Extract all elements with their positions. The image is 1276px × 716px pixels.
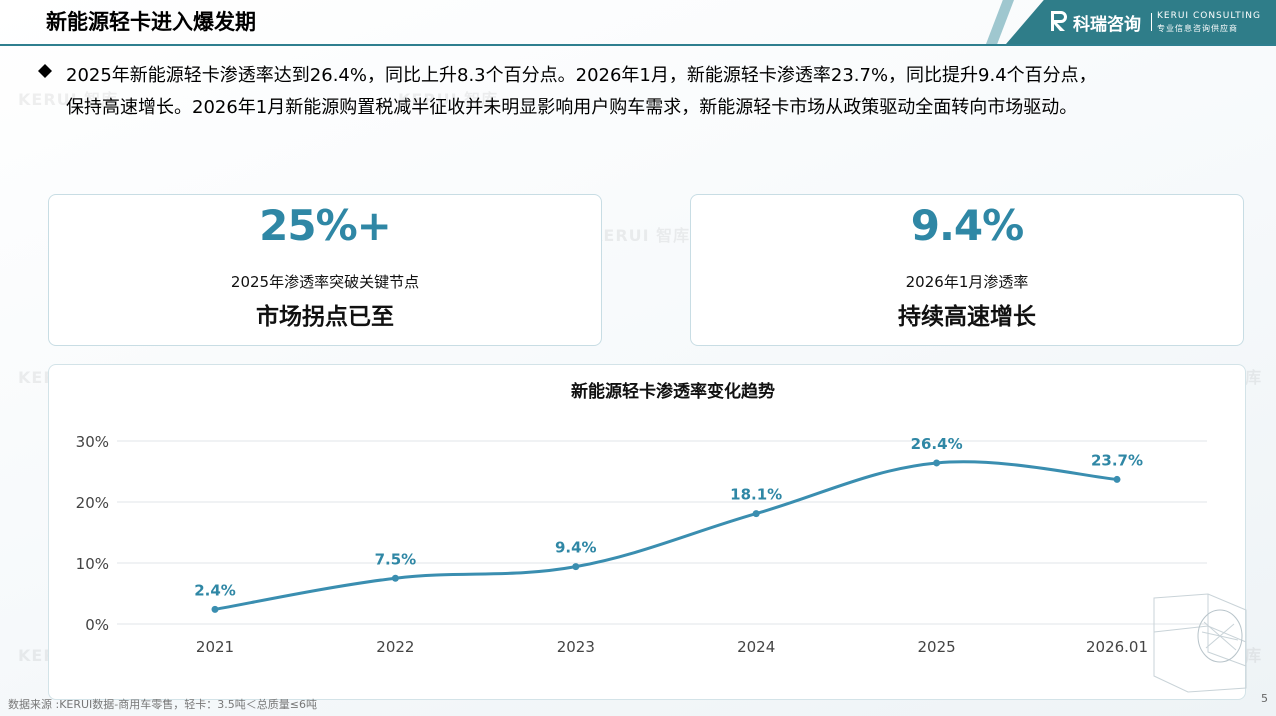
title-bar: [0, 0, 1276, 46]
data-point: [752, 510, 760, 518]
data-label: 2.4%: [194, 581, 236, 599]
page-number: 5: [1261, 692, 1268, 705]
x-tick-label: 2025: [918, 638, 956, 656]
chart-panel: 新能源轻卡渗透率变化趋势 0% 10% 20% 30% 2021 2022 2023 2024…: [48, 364, 1246, 700]
series-line: [214, 460, 1118, 611]
watermark: KERUI 智库: [398, 90, 499, 109]
y-tick-label: 10%: [76, 555, 109, 573]
brand-divider: [1151, 13, 1152, 31]
data-point: [1113, 475, 1121, 483]
data-label: 26.4%: [911, 435, 963, 453]
brand-name: 科瑞咨询: [1073, 15, 1141, 35]
kpi-headline: 市场拐点已至: [256, 304, 394, 330]
data-point: [933, 459, 941, 467]
kpi-card-2025: 25%+ 2025年渗透率突破关键节点 市场拐点已至: [48, 194, 602, 346]
data-source-note: 数据来源 :KERUI数据-商用车零售，轻卡：3.5吨＜总质量≤6吨: [8, 698, 317, 711]
data-label: 9.4%: [555, 539, 597, 557]
label-layer: 2.4% 7.5% 9.4% 18.1% 26.4% 23.7%: [194, 435, 1143, 599]
x-tick-label: 2021: [196, 638, 234, 656]
kerui-logo-icon: [1051, 11, 1067, 31]
data-point: [572, 563, 580, 571]
x-tick-label: 2022: [376, 638, 414, 656]
brand-banner: [1006, 0, 1276, 44]
truck-sketch-icon: [1153, 593, 1247, 693]
kpi-card-2026: 9.4% 2026年1月渗透率 持续高速增长: [690, 194, 1244, 346]
intro-paragraph: 2025年新能源轻卡渗透率达到26.4%，同比上升8.3个百分点。2026年1月…: [66, 60, 1256, 124]
data-point: [211, 605, 219, 613]
kpi-metric: 9.4%: [910, 201, 1024, 250]
series-layer: [211, 459, 1121, 613]
kpi-caption: 2026年1月渗透率: [905, 273, 1029, 291]
data-label: 18.1%: [730, 486, 782, 504]
brand-tagline: 专业信息咨询供应商: [1157, 24, 1238, 33]
data-point: [391, 574, 399, 582]
x-tick-label: 2023: [557, 638, 595, 656]
chart-title: 新能源轻卡渗透率变化趋势: [571, 381, 775, 402]
diamond-bullet-icon: [38, 64, 52, 78]
grid-layer: 0% 10% 20% 30% 2021 2022 2023 2024 2025 2026.01: [76, 433, 1207, 656]
brand-name-english: KERUI CONSULTING: [1157, 11, 1261, 21]
page-title: 新能源轻卡进入爆发期: [46, 10, 256, 34]
data-label: 23.7%: [1091, 451, 1143, 469]
y-tick-label: 30%: [76, 433, 109, 451]
data-label: 7.5%: [375, 550, 417, 568]
penetration-line-chart: 新能源轻卡渗透率变化趋势 0% 10% 20% 30% 2021 2022 2023 2024…: [76, 381, 1207, 656]
kpi-caption: 2025年渗透率突破关键节点: [230, 273, 420, 291]
intro-line-2: 保持高速增长。2026年1月新能源购置税减半征收并未明显影响用户购车需求，新能源…: [66, 97, 1078, 118]
y-tick-label: 0%: [85, 616, 109, 634]
watermark: KERUI 智库: [590, 226, 691, 245]
kpi-headline: 持续高速增长: [898, 304, 1036, 330]
watermark: KERUI 智库: [18, 90, 119, 109]
intro-line-1: 2025年新能源轻卡渗透率达到26.4%，同比上升8.3个百分点。2026年1月…: [66, 65, 1097, 86]
x-tick-label: 2024: [737, 638, 775, 656]
y-tick-label: 20%: [76, 494, 109, 512]
kpi-metric: 25%+: [259, 201, 392, 250]
x-tick-label: 2026.01: [1086, 638, 1148, 656]
